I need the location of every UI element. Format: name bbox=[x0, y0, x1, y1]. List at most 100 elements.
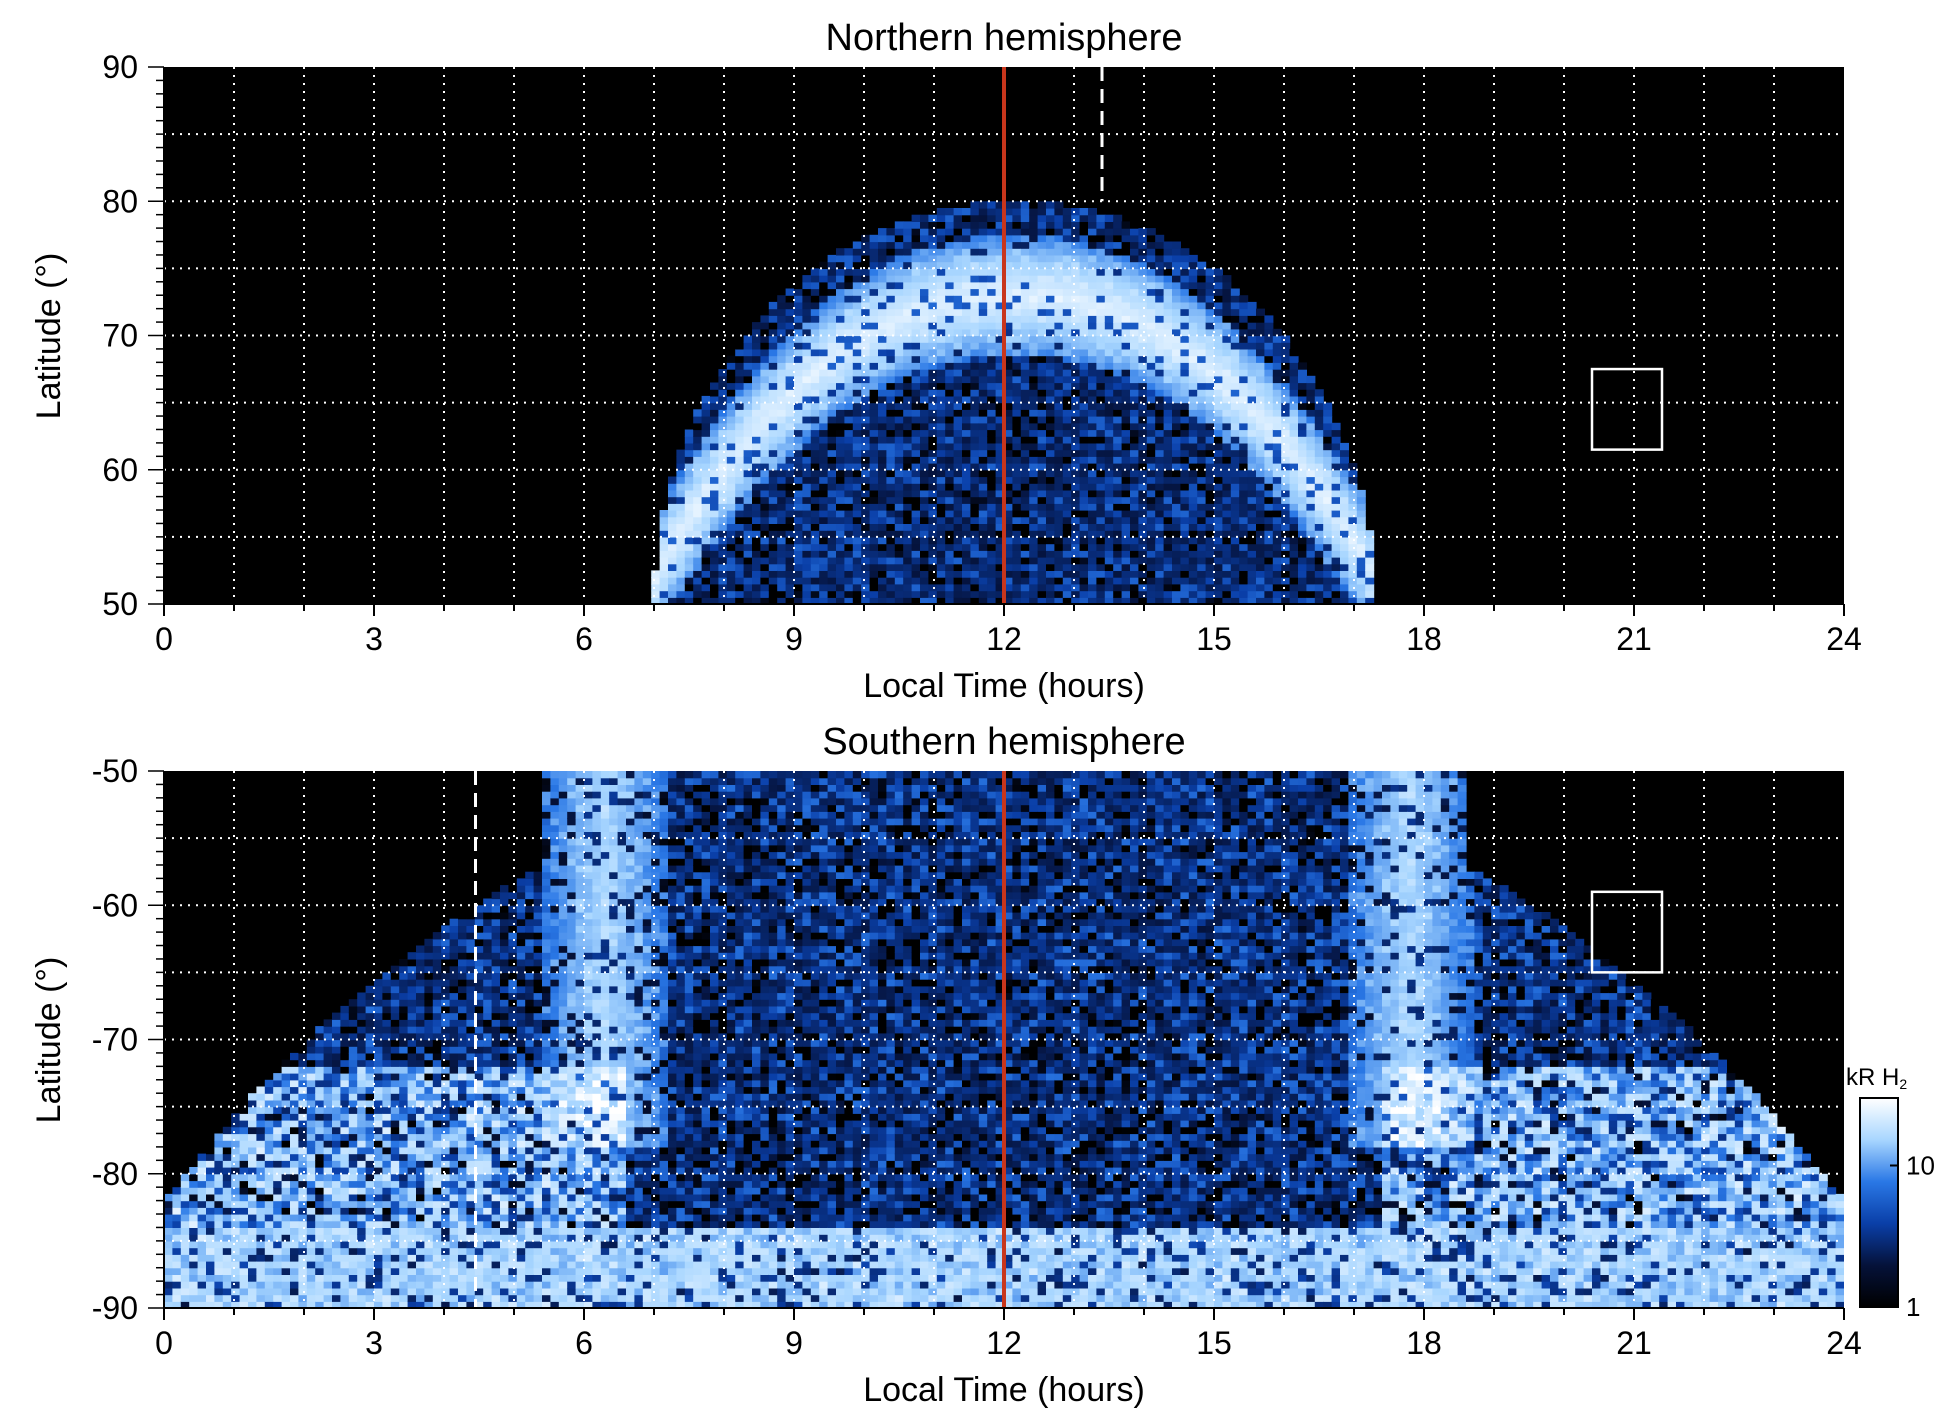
emission-cell bbox=[878, 496, 887, 504]
emission-cell bbox=[340, 1167, 350, 1175]
emission-cell bbox=[256, 1086, 266, 1094]
emission-cell bbox=[861, 416, 871, 424]
emission-cell bbox=[1289, 429, 1299, 437]
emission-cell bbox=[1121, 483, 1131, 491]
emission-cell bbox=[1104, 429, 1114, 437]
emission-cell bbox=[945, 389, 955, 397]
emission-cell bbox=[869, 503, 879, 511]
emission-cell bbox=[1230, 442, 1240, 451]
emission-cell bbox=[273, 1200, 283, 1208]
emission-cell bbox=[1113, 402, 1123, 410]
emission-cell bbox=[1130, 275, 1139, 283]
emission-cell bbox=[970, 322, 980, 330]
emission-cell bbox=[365, 1294, 375, 1302]
emission-cell bbox=[953, 248, 963, 256]
emission-cell bbox=[1096, 483, 1106, 491]
emission-cell bbox=[1054, 429, 1064, 437]
emission-cell bbox=[1037, 214, 1047, 222]
emission-cell bbox=[1054, 281, 1064, 290]
emission-cell bbox=[273, 1267, 283, 1275]
emission-cell bbox=[189, 1240, 199, 1249]
emission-cell bbox=[298, 1220, 308, 1228]
emission-cell bbox=[1188, 409, 1198, 417]
emission-cell bbox=[827, 442, 837, 451]
emission-cell bbox=[953, 510, 963, 518]
emission-cell bbox=[197, 1261, 207, 1269]
emission-cell bbox=[332, 1247, 341, 1255]
emission-cell bbox=[844, 402, 854, 410]
emission-cell bbox=[878, 536, 887, 545]
emission-cell bbox=[1197, 395, 1207, 404]
emission-cell bbox=[878, 228, 887, 236]
emission-cell bbox=[962, 375, 971, 384]
emission-cell bbox=[920, 563, 929, 571]
emission-cell bbox=[693, 550, 703, 558]
emission-cell bbox=[1331, 442, 1341, 451]
emission-cell bbox=[903, 543, 913, 551]
emission-cell bbox=[1214, 389, 1223, 397]
emission-cell bbox=[290, 1093, 299, 1101]
emission-cell bbox=[827, 281, 837, 290]
emission-cell bbox=[710, 577, 719, 585]
emission-cell bbox=[928, 476, 938, 484]
emission-cell bbox=[1121, 355, 1131, 363]
emission-cell bbox=[315, 1160, 325, 1168]
emission-cell bbox=[827, 503, 837, 511]
emission-cell bbox=[802, 463, 812, 471]
emission-cell bbox=[332, 1200, 341, 1208]
emission-cell bbox=[1029, 583, 1039, 592]
emission-cell bbox=[1004, 375, 1013, 384]
emission-cell bbox=[323, 1140, 333, 1148]
emission-cell bbox=[1138, 476, 1148, 484]
emission-cell bbox=[819, 389, 829, 397]
emission-cell bbox=[1356, 597, 1366, 604]
emission-cell bbox=[886, 489, 896, 498]
emission-cell bbox=[894, 315, 904, 323]
emission-cell bbox=[290, 1200, 299, 1208]
emission-cell bbox=[777, 355, 787, 363]
emission-cell bbox=[911, 422, 921, 431]
emission-cell bbox=[911, 570, 921, 578]
emission-cell bbox=[844, 530, 854, 538]
emission-cell bbox=[231, 1214, 241, 1222]
emission-cell bbox=[701, 516, 711, 524]
emission-cell bbox=[962, 355, 971, 363]
emission-cell bbox=[735, 342, 745, 350]
emission-cell bbox=[777, 577, 787, 585]
emission-cell bbox=[1020, 322, 1030, 330]
emission-cell bbox=[1239, 375, 1249, 384]
emission-cell bbox=[802, 375, 812, 384]
emission-cell bbox=[777, 503, 787, 511]
emission-cell bbox=[1272, 550, 1282, 558]
emission-cell bbox=[1046, 469, 1055, 478]
emission-cell bbox=[1012, 268, 1022, 276]
emission-cell bbox=[281, 1133, 291, 1141]
emission-cell bbox=[1088, 308, 1097, 316]
emission-cell bbox=[962, 422, 971, 431]
emission-cell bbox=[978, 355, 988, 363]
emission-cell bbox=[1197, 422, 1207, 431]
emission-cell bbox=[894, 241, 904, 249]
emission-cell bbox=[1289, 530, 1299, 538]
emission-cell bbox=[844, 463, 854, 471]
emission-cell bbox=[760, 315, 770, 323]
emission-cell bbox=[995, 416, 1005, 424]
emission-cell bbox=[1138, 308, 1148, 316]
emission-cell bbox=[827, 469, 837, 478]
emission-cell bbox=[197, 1281, 207, 1289]
emission-cell bbox=[357, 1200, 367, 1208]
emission-cell bbox=[1037, 362, 1047, 370]
emission-cell bbox=[248, 1126, 257, 1135]
emission-cell bbox=[1079, 557, 1089, 565]
emission-cell bbox=[1230, 322, 1240, 330]
emission-cell bbox=[1247, 375, 1257, 384]
emission-cell bbox=[785, 503, 795, 511]
emission-cell bbox=[357, 1086, 367, 1094]
emission-cell bbox=[836, 335, 845, 343]
emission-cell bbox=[768, 382, 778, 390]
emission-cell bbox=[1088, 214, 1097, 222]
emission-cell bbox=[306, 1066, 316, 1074]
emission-cell bbox=[819, 362, 829, 370]
emission-cell bbox=[172, 1187, 182, 1195]
emission-cell bbox=[290, 1146, 299, 1155]
